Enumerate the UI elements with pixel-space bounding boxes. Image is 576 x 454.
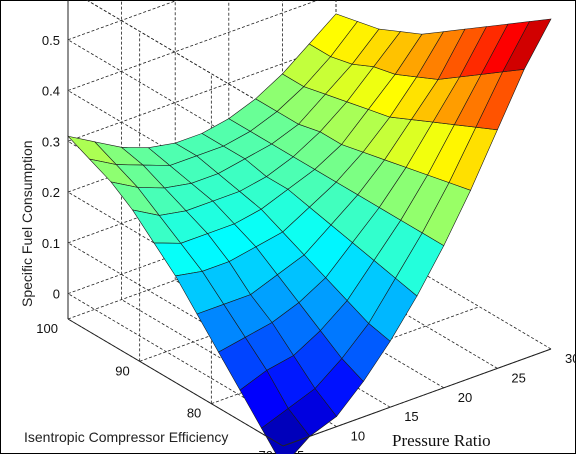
- x-tick-label: 15: [404, 409, 418, 424]
- y-axis-line: [67, 318, 284, 447]
- grid-line: [335, 221, 552, 350]
- y-tick-label: 100: [36, 321, 58, 336]
- z-tick-label: 0: [53, 287, 60, 302]
- grid-line: [282, 241, 498, 369]
- grid-line: [67, 43, 337, 142]
- y-tick-label: 90: [115, 363, 129, 378]
- x-tick-label: 5: [297, 448, 304, 454]
- z-tick-label: 0.5: [42, 33, 60, 48]
- surface-patch: [502, 18, 552, 73]
- x-tick-label: 30: [565, 351, 576, 366]
- x-axis-label: Pressure Ratio: [392, 431, 491, 450]
- y-tick-label: 70: [259, 448, 273, 454]
- z-tick-label: 0.3: [42, 134, 60, 149]
- grid-line: [67, 0, 320, 91]
- surface-mesh: [67, 13, 552, 454]
- z-tick-label: 0.1: [42, 236, 60, 251]
- grid-line: [228, 260, 445, 389]
- x-tick-label: 20: [458, 390, 472, 405]
- x-axis-line: [282, 348, 552, 447]
- x-tick-label: 10: [351, 429, 365, 444]
- z-axis-label: Specific Fuel Consumption: [19, 140, 35, 307]
- z-tick-label: 0.2: [42, 185, 60, 200]
- x-tick-label: 25: [511, 370, 525, 385]
- axis-box: [67, 0, 552, 447]
- y-axis-label: Isentropic Compressor Efficiency: [24, 429, 228, 445]
- z-tick-label: 0.4: [42, 84, 60, 99]
- y-tick-label: 80: [187, 406, 201, 421]
- grid-line: [67, 0, 180, 41]
- tick-labels: 5101520253070809010000.10.20.30.40.50.6: [36, 33, 576, 454]
- box-edge: [85, 0, 284, 117]
